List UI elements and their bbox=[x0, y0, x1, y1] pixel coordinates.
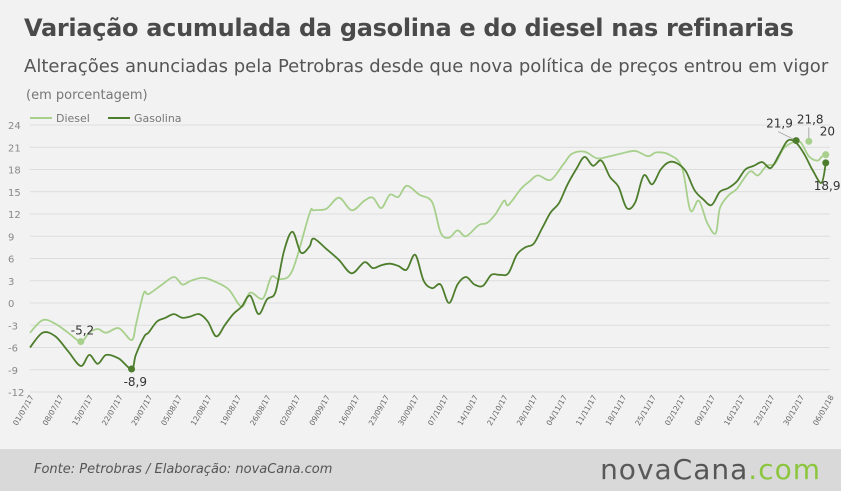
x-tick-label: 22/07/17 bbox=[100, 393, 125, 427]
x-tick-label: 14/10/17 bbox=[456, 393, 481, 427]
data-label: -5,2 bbox=[71, 324, 94, 338]
footer-bar: Fonte: Petrobras / Elaboração: novaCana.… bbox=[0, 449, 841, 491]
annotation-dot bbox=[822, 159, 830, 167]
y-tick-label: 21 bbox=[8, 143, 21, 154]
y-tick-label: -9 bbox=[8, 366, 18, 377]
x-tick-label: 30/09/17 bbox=[396, 393, 421, 427]
y-tick-label: -3 bbox=[8, 321, 18, 332]
x-tick-label: 02/09/17 bbox=[278, 393, 303, 427]
x-tick-label: 09/12/17 bbox=[693, 393, 718, 427]
y-tick-label: 12 bbox=[8, 210, 21, 221]
y-tick-label: 24 bbox=[8, 121, 21, 132]
data-label: -8,9 bbox=[124, 375, 147, 389]
x-tick-label: 06/01/18 bbox=[811, 393, 836, 427]
x-tick-label: 19/08/17 bbox=[219, 393, 244, 427]
x-axis-labels: 01/07/17 08/07/17 15/07/17 22/07/17 29/07/17… bbox=[11, 393, 836, 427]
data-label: 18,9 bbox=[814, 179, 841, 193]
annotation-dot bbox=[822, 151, 830, 159]
y-tick-label: 18 bbox=[8, 166, 21, 177]
x-tick-label: 28/10/17 bbox=[515, 393, 540, 427]
series-lines bbox=[29, 138, 827, 370]
y-tick-label: 6 bbox=[8, 255, 14, 266]
y-axis-labels: -12 -9 -6 -3 0 3 6 9 12 15 18 21 24 bbox=[8, 121, 24, 399]
x-tick-label: 25/11/17 bbox=[633, 393, 658, 427]
x-tick-label: 16/09/17 bbox=[337, 393, 362, 427]
x-tick-label: 23/09/17 bbox=[367, 393, 392, 427]
brand-part-cana: Cana bbox=[672, 453, 749, 486]
series-line-diesel bbox=[29, 140, 827, 343]
x-tick-label: 02/12/17 bbox=[663, 393, 688, 427]
source-note: Fonte: Petrobras / Elaboração: novaCana.… bbox=[34, 462, 333, 477]
x-tick-label: 12/08/17 bbox=[189, 393, 214, 427]
grid-lines bbox=[30, 124, 830, 393]
line-chart: -12 -9 -6 -3 0 3 6 9 12 15 18 21 24 01/07/17 08/07/17… bbox=[8, 112, 841, 427]
y-tick-label: -12 bbox=[8, 388, 24, 399]
annotations: -5,2 -8,9 21,9 21,820 18,9 bbox=[71, 112, 841, 389]
x-tick-label: 26/08/17 bbox=[248, 393, 273, 427]
series-line-gasolina bbox=[29, 138, 827, 370]
chart-title: Variação acumulada da gasolina e do dies… bbox=[24, 14, 794, 42]
x-tick-label: 29/07/17 bbox=[130, 393, 155, 427]
annotation-dot bbox=[128, 365, 136, 373]
x-tick-label: 18/11/17 bbox=[604, 393, 629, 427]
unit-label: (em porcentagem) bbox=[26, 88, 148, 103]
legend-entry: Diesel bbox=[56, 112, 90, 125]
brand-logo: novaCana.com bbox=[600, 453, 821, 486]
x-tick-label: 09/09/17 bbox=[307, 393, 332, 427]
data-label: 20 bbox=[820, 125, 835, 139]
annotation-dot bbox=[77, 338, 85, 346]
annotation-dot bbox=[792, 137, 800, 145]
x-tick-label: 15/07/17 bbox=[70, 393, 95, 427]
y-tick-label: 0 bbox=[8, 299, 14, 310]
x-tick-label: 05/08/17 bbox=[159, 393, 184, 427]
x-tick-label: 21/10/17 bbox=[485, 393, 510, 427]
y-tick-label: 3 bbox=[8, 277, 14, 288]
annotation-dot bbox=[805, 137, 813, 145]
y-tick-label: 9 bbox=[8, 232, 14, 243]
data-label: 21,9 bbox=[766, 117, 793, 131]
brand-part-nova: nova bbox=[600, 453, 673, 486]
chart-subtitle: Alterações anunciadas pela Petrobras des… bbox=[24, 56, 829, 77]
x-tick-label: 11/11/17 bbox=[574, 393, 599, 427]
y-tick-label: 15 bbox=[8, 188, 21, 199]
brand-part-com: .com bbox=[748, 453, 821, 486]
x-tick-label: 16/12/17 bbox=[722, 393, 747, 427]
x-tick-label: 04/11/17 bbox=[544, 393, 569, 427]
legend-entry: Gasolina bbox=[134, 112, 182, 125]
x-tick-label: 23/12/17 bbox=[752, 393, 777, 427]
x-tick-label: 30/12/17 bbox=[781, 393, 806, 427]
legend: Diesel Gasolina bbox=[30, 112, 182, 125]
data-label: 21,8 bbox=[797, 112, 824, 126]
x-tick-label: 08/07/17 bbox=[41, 393, 66, 427]
y-tick-label: -6 bbox=[8, 344, 18, 355]
x-tick-label: 07/10/17 bbox=[426, 393, 451, 427]
